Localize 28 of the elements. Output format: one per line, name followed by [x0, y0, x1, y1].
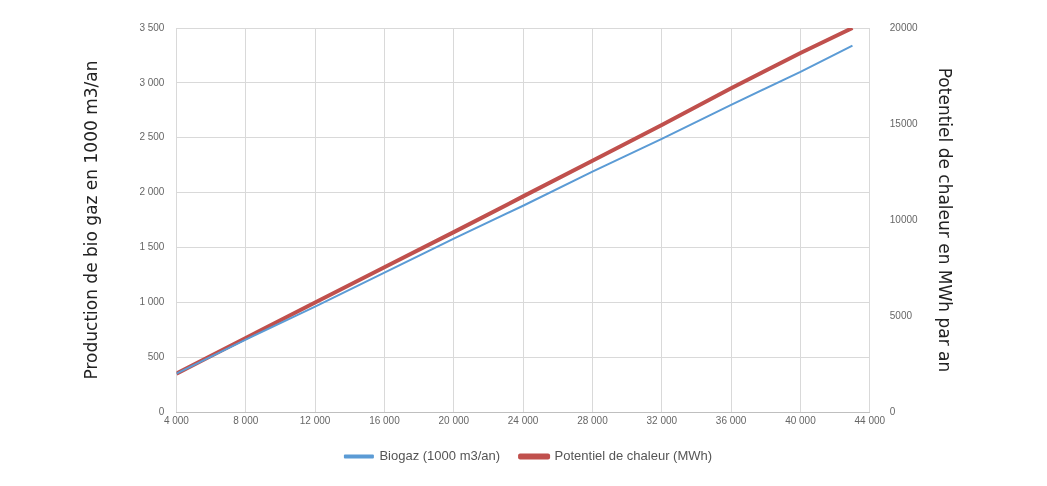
x-tick-label: 20 000	[438, 414, 470, 426]
y2-axis-title: Potentiel de chaleur en MWh par an	[935, 67, 956, 373]
x-tick-label: 40 000	[785, 414, 817, 426]
y2-tick-label: 0	[889, 405, 896, 417]
y-tick-label: 500	[147, 350, 165, 362]
x-tick-label: 12 000	[299, 414, 331, 426]
y-axis-title: Production de bio gaz en 1000 m3/an	[80, 60, 101, 380]
x-tick-label: 36 000	[715, 414, 747, 426]
y2-tick-label: 15000	[889, 117, 919, 129]
x-tick-label: 4 000	[163, 414, 190, 426]
x-tick-label: 8 000	[233, 414, 259, 426]
x-tick-label: 44 000	[854, 414, 886, 426]
y-tick-label: 2 500	[139, 131, 165, 143]
x-tick-label: 24 000	[507, 414, 539, 426]
y-tick-label: 0	[158, 405, 165, 417]
x-tick-label: 28 000	[577, 414, 609, 426]
x-tick-label: 16 000	[369, 414, 401, 426]
y2-tick-label: 5000	[889, 309, 913, 321]
legend-label: Potentiel de chaleur (MWh)	[554, 448, 713, 464]
y-tick-label: 1 500	[139, 241, 165, 253]
legend-label: Biogaz (1000 m3/an)	[379, 448, 501, 464]
y2-tick-label: 20000	[889, 21, 919, 33]
y-tick-label: 1 000	[139, 296, 165, 308]
x-tick-label: 32 000	[646, 414, 678, 426]
y-tick-label: 2 000	[139, 186, 165, 198]
y-tick-label: 3 500	[139, 21, 165, 33]
y2-tick-label: 10000	[889, 213, 919, 225]
y-tick-label: 3 000	[139, 76, 165, 88]
